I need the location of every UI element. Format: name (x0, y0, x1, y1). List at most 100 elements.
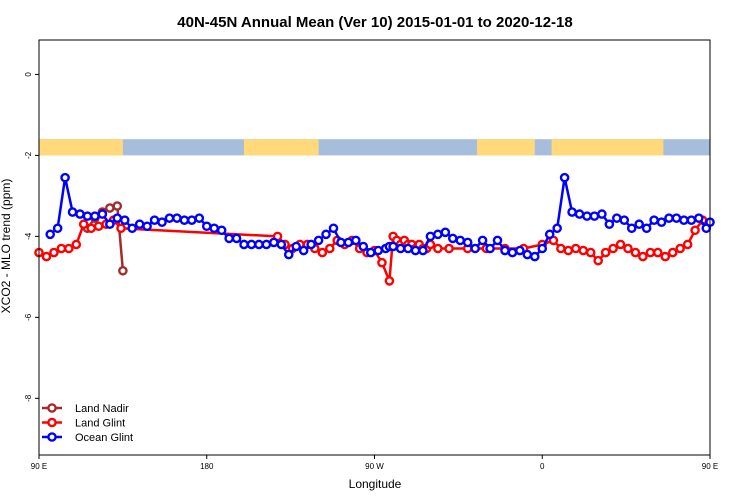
data-point (134, 219, 145, 230)
data-point (187, 215, 197, 225)
data-point (529, 251, 540, 262)
chart-title: 40N-45N Annual Mean (Ver 10) 2015-01-01 … (177, 14, 572, 31)
data-point (118, 265, 128, 276)
data-point (313, 235, 324, 246)
land-segment (39, 139, 123, 156)
ocean-band (39, 139, 710, 156)
data-point (52, 223, 63, 234)
data-point (433, 243, 443, 254)
data-point (105, 219, 115, 230)
data-point (485, 243, 495, 254)
data-point (619, 215, 630, 225)
legend-item: Ocean Glint (42, 432, 133, 444)
data-point (675, 243, 685, 254)
data-point (585, 247, 596, 258)
legend-marker (47, 432, 57, 442)
data-point (615, 239, 626, 250)
legend-item: Land Nadir (42, 403, 129, 415)
data-point (75, 209, 85, 219)
data-point (90, 211, 100, 221)
data-point (556, 243, 566, 254)
data-point (224, 233, 234, 244)
legend-marker (47, 417, 57, 428)
legend-marker (47, 403, 57, 413)
data-point (537, 243, 548, 254)
data-point (623, 243, 633, 254)
data-point (690, 225, 700, 236)
data-point (515, 245, 525, 256)
data-point (600, 247, 611, 258)
data-point (261, 239, 272, 250)
data-point (612, 213, 622, 223)
data-point (172, 213, 182, 223)
data-point (679, 215, 689, 225)
y-axis: 0 -2 -4 -6 -8 (24, 72, 39, 402)
land-segment (551, 139, 664, 156)
series-ocean-glint (45, 172, 715, 262)
y-tick-label: -8 (24, 394, 33, 402)
data-point (246, 239, 257, 250)
data-point (395, 243, 406, 254)
data-point (589, 211, 600, 221)
data-point (41, 251, 52, 262)
data-point (216, 225, 227, 236)
data-point (567, 207, 577, 217)
x-tick-label: 90 E (702, 462, 718, 471)
data-point (630, 247, 641, 258)
data-point (71, 239, 82, 250)
data-point (597, 209, 607, 219)
land-mask-band (39, 139, 710, 156)
data-point (388, 241, 398, 252)
data-point (686, 215, 697, 225)
data-point (93, 221, 104, 232)
data-point (634, 219, 644, 230)
data-point (571, 243, 581, 254)
series-layer (34, 172, 715, 286)
data-point (231, 233, 242, 244)
data-point (276, 239, 287, 250)
data-point (667, 247, 678, 258)
data-point (254, 239, 264, 250)
data-point (336, 237, 346, 248)
data-point (403, 243, 413, 254)
data-point (645, 247, 656, 258)
data-point (455, 235, 466, 246)
data-point (86, 223, 96, 234)
data-point (142, 221, 152, 232)
data-point (112, 213, 123, 223)
data-point (149, 215, 160, 225)
data-point (239, 239, 249, 250)
y-tick-label: -6 (24, 313, 33, 321)
legend-label: Land Glint (75, 418, 125, 430)
data-point (164, 213, 175, 223)
data-point (179, 215, 190, 225)
data-point (60, 172, 70, 183)
data-point (269, 237, 279, 248)
data-point (671, 213, 682, 223)
data-point (116, 223, 126, 234)
data-point (552, 223, 562, 234)
data-point (500, 245, 510, 256)
data-point (373, 245, 384, 256)
data-point (105, 203, 115, 213)
data-point (298, 245, 309, 256)
data-point (656, 217, 667, 227)
data-point (653, 247, 663, 258)
x-axis: 90 E 180 90 W 0 90 E (31, 455, 718, 471)
legend-label: Ocean Glint (75, 432, 133, 444)
data-point (291, 241, 302, 252)
y-tick-label: -2 (24, 151, 33, 159)
data-point (470, 243, 480, 254)
data-point (444, 243, 454, 254)
data-point (201, 221, 212, 232)
data-point (418, 245, 428, 256)
legend-item: Land Glint (42, 418, 125, 430)
land-segment (477, 139, 535, 156)
data-point (56, 243, 67, 254)
data-point (97, 209, 108, 219)
data-point (604, 219, 615, 230)
data-point (563, 245, 574, 256)
data-point (544, 229, 555, 240)
data-point (317, 247, 328, 258)
